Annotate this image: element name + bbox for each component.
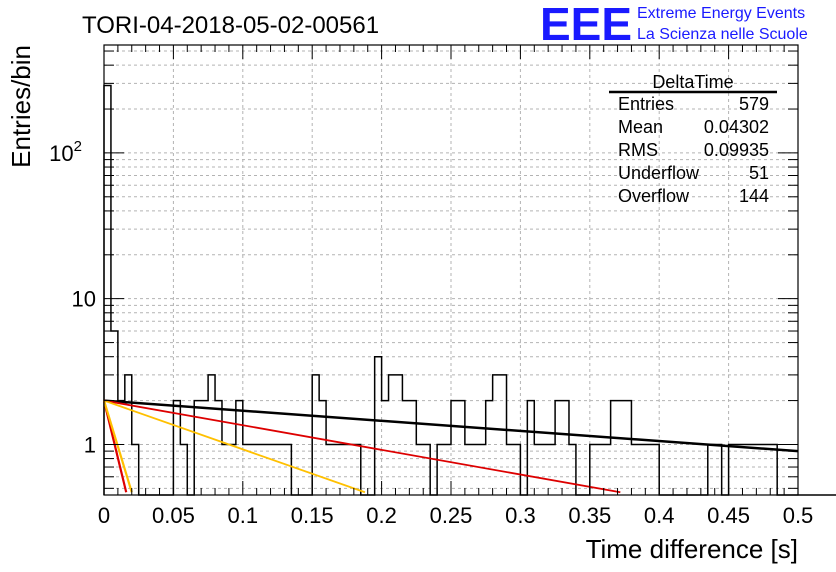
x-tick-label: 0.45 [707, 503, 750, 528]
x-tick-label: 0.3 [505, 503, 536, 528]
brand-line-2: La Scienza nelle Scuole [637, 26, 808, 43]
y-axis-label: Entries/bin [6, 45, 36, 168]
x-tick-label: 0.15 [291, 503, 334, 528]
x-tick-label: 0 [98, 503, 110, 528]
stats-value-entries: 579 [739, 94, 769, 114]
brand-line-1: Extreme Energy Events [637, 5, 805, 22]
grid [104, 45, 798, 495]
stats-value-mean: 0.04302 [704, 117, 769, 137]
histogram-outline [103, 84, 836, 496]
fit-line [103, 399, 621, 494]
x-tick-label: 0.35 [568, 503, 611, 528]
x-axis-label: Time difference [s] [586, 534, 798, 564]
x-tick-label: 0.5 [783, 503, 814, 528]
axis-ticks: 0 0.05 0.1 0.15 0.2 0.25 0.3 0.35 0.4 0.45 0.5 1 10 1… [49, 45, 813, 528]
stats-box: DeltaTime Entries 579 Mean 0.04302 RMS 0… [609, 72, 777, 206]
x-tick-label: 0.05 [152, 503, 195, 528]
y-tick-label: 1 [84, 432, 96, 457]
stats-label-mean: Mean [618, 117, 663, 137]
stats-value-underflow: 51 [749, 163, 769, 183]
eee-logo: EEE [540, 0, 632, 50]
stats-label-rms: RMS [618, 140, 658, 160]
x-tick-label: 0.1 [228, 503, 259, 528]
stats-label-overflow: Overflow [618, 186, 690, 206]
x-tick-label: 0.25 [430, 503, 473, 528]
fit-lines [102, 399, 799, 494]
fit-line [103, 399, 366, 494]
x-tick-label: 0.2 [366, 503, 397, 528]
stats-label-underflow: Underflow [618, 163, 700, 183]
run-title: TORI-04-2018-05-02-00561 [82, 12, 379, 39]
stats-label-entries: Entries [618, 94, 674, 114]
stats-value-rms: 0.09935 [704, 140, 769, 160]
stats-value-overflow: 144 [739, 186, 769, 206]
y-tick-label: 10 [72, 287, 96, 312]
histogram-bars [103, 84, 836, 496]
x-tick-label: 0.4 [644, 503, 675, 528]
y-tick-label: 102 [49, 138, 82, 166]
fit-line [103, 399, 799, 453]
stats-title: DeltaTime [652, 72, 733, 92]
fit-line [102, 400, 133, 493]
